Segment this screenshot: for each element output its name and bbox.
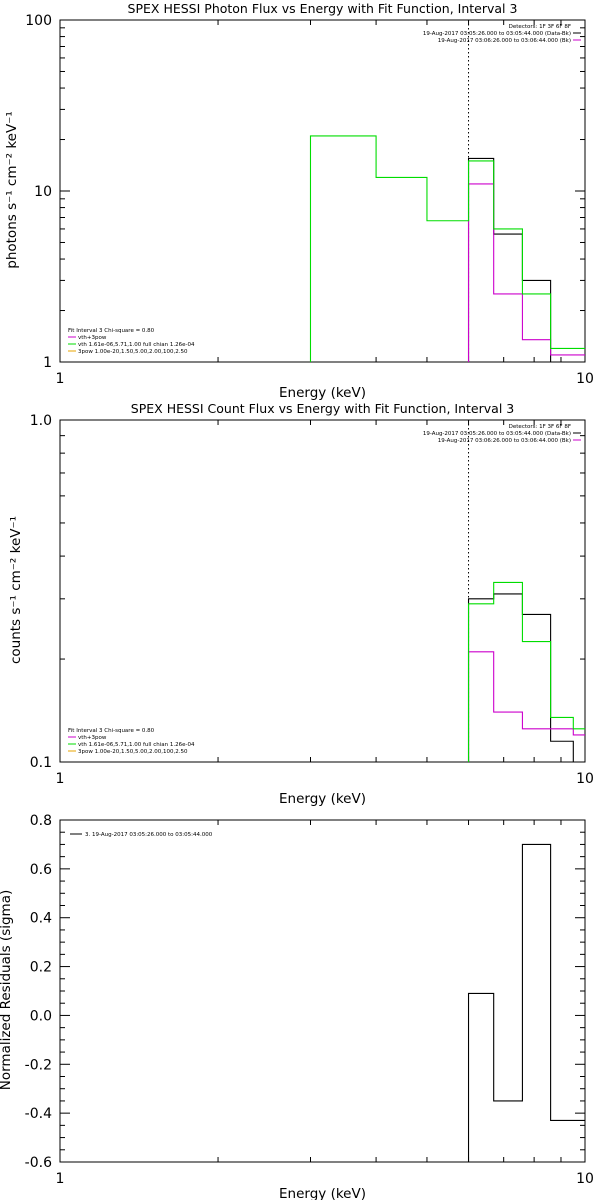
x-tick-label: 1 [56, 1171, 65, 1187]
y-tick-label: 0.8 [30, 813, 52, 829]
x-tick-label: 1 [56, 771, 65, 787]
series-step-line-2 [467, 651, 585, 762]
chart-panel-1: SPEX HESSI Photon Flux vs Energy with Fi… [4, 1, 594, 401]
plot-frame [59, 19, 586, 363]
legend-entry-text: 3. 19-Aug-2017 03:05:26.000 to 03:05:44.… [85, 832, 213, 838]
series-step-line-3 [309, 135, 585, 362]
chart-title: SPEX HESSI Photon Flux vs Energy with Fi… [128, 1, 518, 16]
legend-entry-text: 19-Aug-2017 03:05:26.000 to 03:05:44.000… [423, 31, 571, 37]
legend-entry-text: Detectors: 1F 3F 6F 8F [509, 424, 571, 430]
series-step-line-3 [467, 581, 585, 762]
legend-entry-text: vth+3pow [78, 735, 107, 741]
legend-entry-text: Fit Interval 3 Chi-square = 0.80 [68, 328, 155, 334]
y-tick-label: 10 [34, 184, 52, 200]
y-axis-label: photons s⁻¹ cm⁻² keV⁻¹ [4, 111, 20, 269]
y-tick-label: -0.4 [25, 1106, 52, 1122]
y-axis-label: counts s⁻¹ cm⁻² keV⁻¹ [8, 516, 24, 664]
x-tick-label: 10 [576, 371, 594, 387]
legend-entry-text: 3pow 1.00e-20,1.50,5.00,2.00,100,2.50 [78, 349, 188, 355]
y-axis-label: Normalized Residuals (sigma) [0, 890, 14, 1091]
x-tick-label: 10 [576, 1171, 594, 1187]
y-tick-label: 0.1 [30, 755, 52, 771]
x-axis-label: Energy (keV) [279, 791, 366, 807]
y-tick-label: 1 [43, 355, 52, 371]
y-tick-label: 1.0 [30, 413, 52, 429]
legend-entry-text: vth 1.61e-06,5.71,1.00 full chian 1.26e-… [78, 742, 195, 748]
x-tick-label: 1 [56, 371, 65, 387]
plot-frame [59, 419, 586, 763]
y-tick-label: 100 [25, 13, 52, 29]
y-tick-label: 0.2 [30, 960, 52, 976]
y-tick-label: 0.6 [30, 862, 52, 878]
legend-entry-text: 19-Aug-2017 03:05:26.000 to 03:05:44.000… [423, 431, 571, 437]
chart-panel-2: SPEX HESSI Count Flux vs Energy with Fit… [8, 401, 594, 807]
legend-entry-text: Detectors: 1F 3F 6F 8F [509, 24, 571, 30]
legend-entry-text: 3pow 1.00e-20,1.50,5.00,2.00,100,2.50 [78, 749, 188, 755]
series-step-line-1 [467, 593, 585, 762]
legend-entry-text: Fit Interval 3 Chi-square = 0.80 [68, 728, 155, 734]
series-step-line-1 [467, 157, 585, 362]
chart-title: SPEX HESSI Count Flux vs Energy with Fit… [131, 401, 514, 416]
chart-panel-3: 1 10 Energy (keV) -0.6 -0.4 -0.2 0.0 0.2 0.4 0.6 0… [0, 813, 594, 1200]
series-step-line-1 [467, 843, 585, 1162]
y-tick-label: 0.0 [30, 1008, 52, 1024]
legend-entry-text: 19-Aug-2017 03:06:26.000 to 03:06:44.000… [438, 438, 571, 444]
legend-entry-text: 19-Aug-2017 03:06:26.000 to 03:06:44.000… [438, 38, 571, 44]
x-axis-label: Energy (keV) [279, 385, 366, 401]
x-axis-label: Energy (keV) [279, 1186, 366, 1200]
plot-frame [59, 819, 586, 1163]
y-tick-label: -0.2 [25, 1057, 52, 1073]
series-step-line-2 [467, 183, 585, 362]
legend-entry-text: vth 1.61e-06,5.71,1.00 full chian 1.26e-… [78, 342, 195, 348]
y-tick-label: -0.6 [25, 1155, 52, 1171]
y-tick-label: 0.4 [30, 911, 52, 927]
x-tick-label: 10 [576, 771, 594, 787]
legend-entry-text: vth+3pow [78, 335, 107, 341]
